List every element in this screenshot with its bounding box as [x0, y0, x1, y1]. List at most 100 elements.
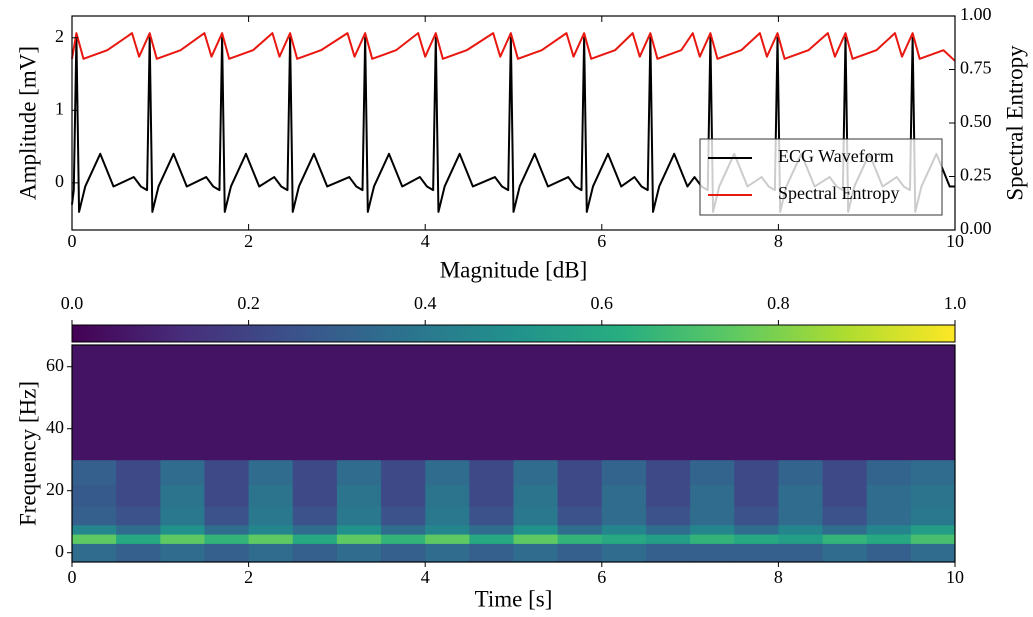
heatmap-cell [778, 345, 824, 461]
y-axis-label: Frequency [Hz] [15, 381, 40, 526]
heatmap-cell [778, 524, 824, 535]
heatmap-cell [248, 459, 294, 485]
heatmap-cell [72, 543, 117, 563]
heatmap-cell [204, 534, 250, 544]
heatmap-cell [204, 459, 250, 485]
heatmap-cell [204, 524, 250, 535]
colorbar [71, 324, 956, 343]
heatmap-cell [469, 506, 514, 526]
heatmap-cell [469, 534, 514, 544]
legend-label: Spectral Entropy [778, 183, 899, 203]
heatmap-cell [381, 459, 426, 485]
heatmap-cell [734, 534, 779, 544]
heatmap-cell [513, 484, 559, 507]
legend-label: ECG Waveform [778, 146, 894, 166]
heatmap-cell [72, 459, 117, 485]
heatmap-cell [248, 345, 294, 461]
heatmap-cell [381, 345, 426, 461]
heatmap-cell [645, 459, 691, 485]
heatmap-cell [381, 543, 426, 563]
x-tick-label: 2 [244, 231, 253, 251]
heatmap-cell [381, 506, 426, 526]
heatmap-cell [601, 524, 647, 535]
x-tick-label: 8 [774, 231, 783, 251]
heatmap-cell [778, 459, 824, 485]
heatmap-cell [160, 534, 205, 544]
heatmap-cell [910, 534, 956, 544]
heatmap-cell [72, 524, 117, 535]
heatmap-cell [557, 345, 603, 461]
x-tick-label: 4 [421, 567, 430, 587]
heatmap-cell [292, 459, 338, 485]
heatmap-cell [425, 506, 470, 526]
heatmap-cell [690, 534, 735, 544]
heatmap-cell [336, 484, 382, 507]
heatmap-cell [469, 524, 514, 535]
heatmap-cell [292, 543, 338, 563]
heatmap-cell [116, 534, 161, 544]
heatmap-cell [292, 345, 338, 461]
heatmap-cell [513, 459, 559, 485]
colorbar-tick-label: 0.8 [767, 293, 790, 313]
heatmap-cell [557, 524, 603, 535]
heatmap-cell [72, 484, 117, 507]
heatmap-cell [645, 345, 691, 461]
heatmap-cell [513, 534, 559, 544]
heatmap-cell [513, 524, 559, 535]
heatmap-cell [469, 543, 514, 563]
heatmap-cell [690, 345, 735, 461]
heatmap-cell [601, 534, 647, 544]
heatmap-cell [72, 534, 117, 544]
heatmap-cell [734, 543, 779, 563]
heatmap-cell [910, 543, 956, 563]
y-tick-label: 0 [55, 541, 64, 561]
legend-box [699, 138, 943, 216]
heatmap-cell [248, 534, 294, 544]
x-tick-label: 6 [597, 231, 606, 251]
y-tick-label: 40 [46, 417, 64, 437]
heatmap-cell [645, 524, 691, 535]
heatmap-cell [160, 459, 205, 485]
heatmap-cell [204, 345, 250, 461]
heatmap-cell [160, 506, 205, 526]
heatmap-cell [513, 506, 559, 526]
heatmap-cell [469, 484, 514, 507]
heatmap-cell [734, 506, 779, 526]
heatmap-cell [645, 534, 691, 544]
heatmap-cell [116, 524, 161, 535]
heatmap-cell [822, 506, 868, 526]
heatmap-cell [866, 506, 912, 526]
heatmap-cell [292, 506, 338, 526]
heatmap-cell [690, 459, 735, 485]
heatmap-cell [910, 506, 956, 526]
colorbar-tick-label: 0.4 [414, 293, 437, 313]
heatmap-cell [160, 524, 205, 535]
heatmap-cell [601, 484, 647, 507]
heatmap-cell [866, 459, 912, 485]
heatmap-cell [116, 459, 161, 485]
heatmap-cell [734, 484, 779, 507]
heatmap-cell [778, 543, 824, 563]
heatmap-cell [645, 484, 691, 507]
heatmap-cell [292, 534, 338, 544]
y2-tick-label: 0.00 [960, 218, 992, 238]
plot-frame [71, 344, 956, 563]
heatmap-cell [425, 459, 470, 485]
heatmap-cell [381, 534, 426, 544]
colorbar-label: Magnitude [dB] [440, 257, 588, 282]
y-tick-label: 60 [46, 355, 64, 375]
heatmap-cell [866, 484, 912, 507]
heatmap-cell [645, 543, 691, 563]
heatmap-cell [248, 506, 294, 526]
heatmap-cell [690, 524, 735, 535]
y2-tick-label: 0.50 [960, 111, 992, 131]
heatmap-cell [557, 506, 603, 526]
heatmap-cell [204, 484, 250, 507]
heatmap-cell [822, 543, 868, 563]
heatmap-cell [204, 506, 250, 526]
heatmap-cell [866, 345, 912, 461]
x-tick-label: 10 [946, 231, 964, 251]
heatmap-cell [778, 534, 824, 544]
heatmap-cell [72, 506, 117, 526]
